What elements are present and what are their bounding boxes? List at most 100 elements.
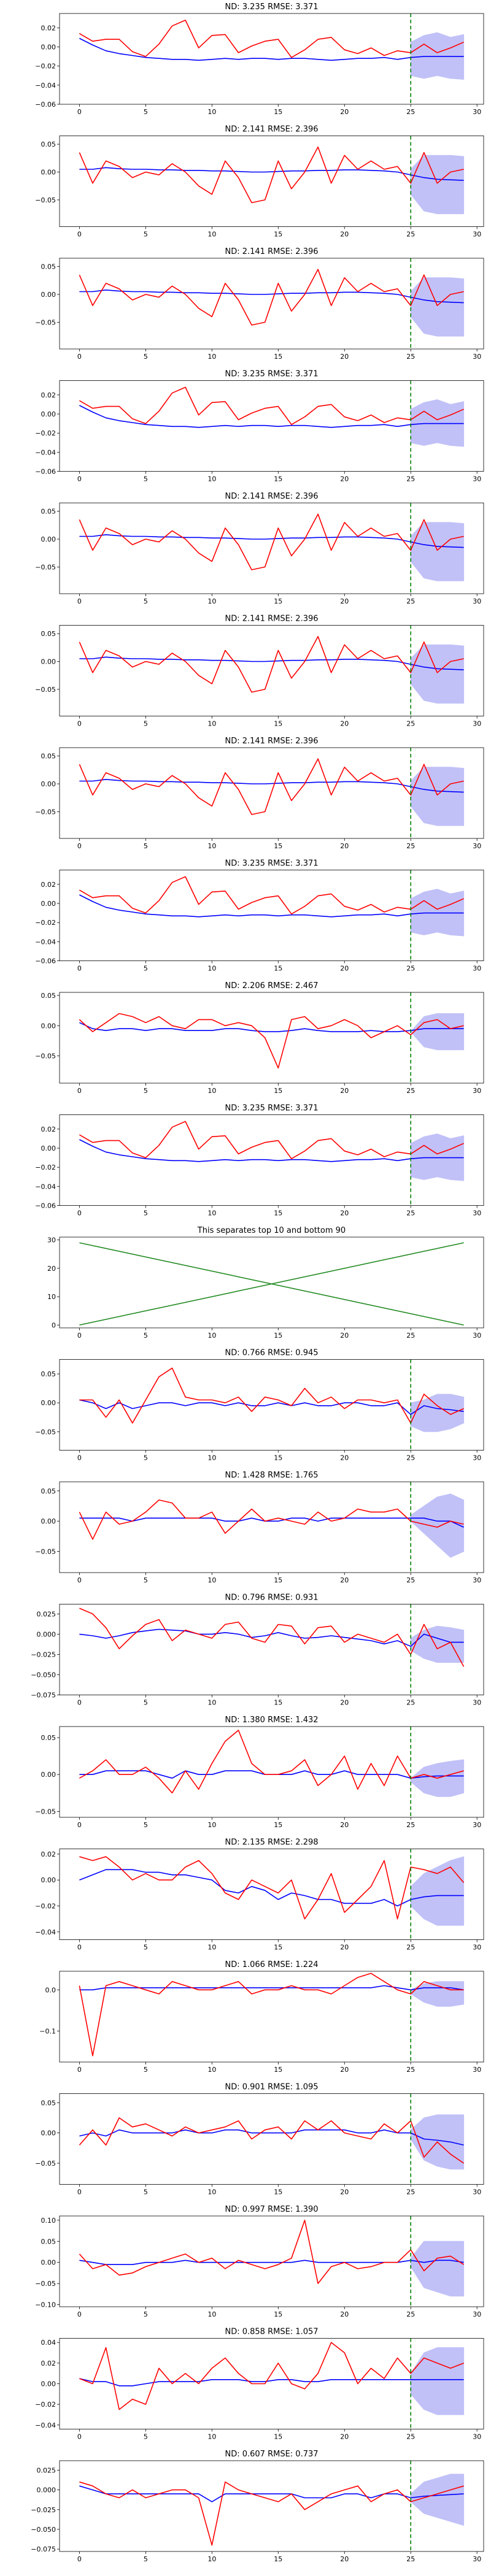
x-tick-label: 0 — [77, 475, 82, 483]
x-tick-label: 5 — [144, 1332, 148, 1340]
plot-frame — [59, 2460, 484, 2552]
x-tick-label: 15 — [274, 231, 282, 239]
subplot-15: ND: 1.380 RMSE: 1.432 0 5 10 15 20 25 30 −0.05 0.… — [35, 1715, 484, 1829]
plot-area — [79, 386, 465, 447]
x-tick-label: 30 — [473, 2188, 481, 2196]
x-tick-label: 15 — [274, 353, 282, 361]
plot-frame — [59, 1971, 484, 2063]
forecast-line — [79, 1985, 464, 1991]
forecast-line — [79, 894, 464, 918]
actual-line — [79, 2220, 465, 2284]
y-tick-label: 0.02 — [41, 881, 56, 889]
subplot-title: ND: 0.997 RMSE: 1.390 — [225, 2205, 318, 2214]
confidence-band — [410, 2347, 465, 2415]
forecast-line — [79, 37, 464, 61]
subplot-title: ND: 2.206 RMSE: 2.467 — [225, 981, 318, 991]
y-tick-label: −0.04 — [35, 938, 56, 946]
x-tick-label: 0 — [77, 1087, 82, 1095]
x-tick-label: 25 — [406, 842, 415, 850]
x-tick-label: 20 — [340, 2555, 349, 2563]
subplot-7: ND: 2.141 RMSE: 2.396 0 5 10 15 20 25 30 −0.05 0.… — [35, 737, 484, 850]
x-tick-label: 10 — [207, 1332, 216, 1340]
x-tick-label: 20 — [340, 475, 349, 483]
plot-area — [79, 269, 465, 337]
plot-area — [79, 2474, 465, 2546]
x-tick-label: 30 — [473, 597, 481, 605]
plot-area — [79, 1242, 464, 1326]
y-tick-label: 0.02 — [41, 1125, 56, 1133]
plot-frame — [59, 13, 484, 105]
subplot-title: ND: 2.141 RMSE: 2.396 — [225, 615, 318, 624]
y-tick-label: −0.04 — [35, 82, 56, 90]
plot-frame — [59, 380, 484, 472]
x-tick-label: 15 — [274, 965, 282, 973]
x-tick-label: 0 — [77, 2066, 82, 2074]
x-tick-label: 0 — [77, 1944, 82, 1952]
actual-line — [79, 386, 464, 426]
y-tick-label: 0.02 — [41, 2359, 56, 2367]
y-tick-label: −0.05 — [35, 686, 56, 694]
y-tick-label: −0.02 — [35, 919, 56, 927]
y-tick-label: 20 — [47, 1265, 56, 1273]
plot-frame — [59, 1481, 484, 1573]
subplot-title: ND: 2.141 RMSE: 2.396 — [225, 247, 318, 256]
plot-frame — [59, 136, 484, 227]
x-tick-label: 25 — [406, 1332, 415, 1340]
x-tick-label: 0 — [77, 842, 82, 850]
x-tick-label: 25 — [406, 231, 415, 239]
x-tick-label: 15 — [274, 1332, 282, 1340]
subplot-title: ND: 3.235 RMSE: 3.371 — [225, 1104, 318, 1113]
y-tick-label: −0.05 — [35, 1428, 56, 1436]
confidence-band — [410, 2241, 465, 2297]
x-tick-label: 15 — [274, 1944, 282, 1952]
x-tick-label: 20 — [340, 597, 349, 605]
x-tick-label: 0 — [77, 353, 82, 361]
x-tick-label: 25 — [406, 475, 415, 483]
subplot-title: ND: 3.235 RMSE: 3.371 — [225, 370, 318, 379]
y-tick-label: −0.06 — [35, 468, 56, 476]
x-tick-label: 5 — [144, 1944, 148, 1952]
x-tick-label: 25 — [406, 2188, 415, 2196]
confidence-band — [410, 644, 465, 704]
x-tick-label: 15 — [274, 108, 282, 116]
y-tick-label: 0.02 — [41, 1850, 56, 1858]
x-tick-label: 15 — [274, 2433, 282, 2441]
x-tick-label: 25 — [406, 2066, 415, 2074]
x-tick-label: 10 — [207, 475, 216, 483]
x-tick-label: 10 — [207, 965, 216, 973]
subplot-10: ND: 3.235 RMSE: 3.371 0 5 10 15 20 25 30 −0.06 −0… — [35, 1104, 484, 1217]
forecast-line — [79, 405, 464, 428]
x-tick-label: 5 — [144, 1454, 148, 1462]
x-tick-label: 30 — [473, 842, 481, 850]
plot-area — [79, 635, 465, 704]
x-tick-label: 5 — [144, 2188, 148, 2196]
plot-frame — [59, 747, 484, 839]
subplot-19: ND: 0.997 RMSE: 1.390 0 5 10 15 20 25 30 −0.10 −0… — [35, 2205, 484, 2318]
x-tick-label: 20 — [340, 1699, 349, 1707]
y-tick-label: −0.04 — [35, 448, 56, 456]
y-tick-label: 0.00 — [41, 410, 56, 418]
forecast-line — [79, 779, 464, 793]
x-tick-label: 20 — [340, 965, 349, 973]
y-tick-label: −0.05 — [35, 1052, 56, 1060]
forecast-line — [79, 289, 464, 304]
subplot-title: ND: 0.796 RMSE: 0.931 — [225, 1593, 318, 1603]
x-tick-label: 25 — [406, 353, 415, 361]
plot-frame — [59, 1114, 484, 1206]
x-tick-label: 15 — [274, 1576, 282, 1584]
actual-line — [79, 1608, 465, 1667]
x-tick-label: 30 — [473, 231, 481, 239]
subplot-13: ND: 1.428 RMSE: 1.765 0 5 10 15 20 25 30 −0.05 0.… — [35, 1471, 484, 1584]
actual-line — [79, 758, 464, 815]
y-tick-label: 0.00 — [41, 1399, 56, 1407]
x-tick-label: 10 — [207, 1087, 216, 1095]
confidence-band — [410, 522, 465, 581]
confidence-band — [410, 1393, 465, 1432]
subplot-title: ND: 1.066 RMSE: 1.224 — [225, 1960, 318, 1969]
x-tick-label: 20 — [340, 231, 349, 239]
y-tick-label: 0.00 — [41, 900, 56, 908]
subplot-title: ND: 3.235 RMSE: 3.371 — [225, 859, 318, 868]
x-tick-label: 5 — [144, 1821, 148, 1829]
y-tick-label: 0.00 — [41, 44, 56, 52]
